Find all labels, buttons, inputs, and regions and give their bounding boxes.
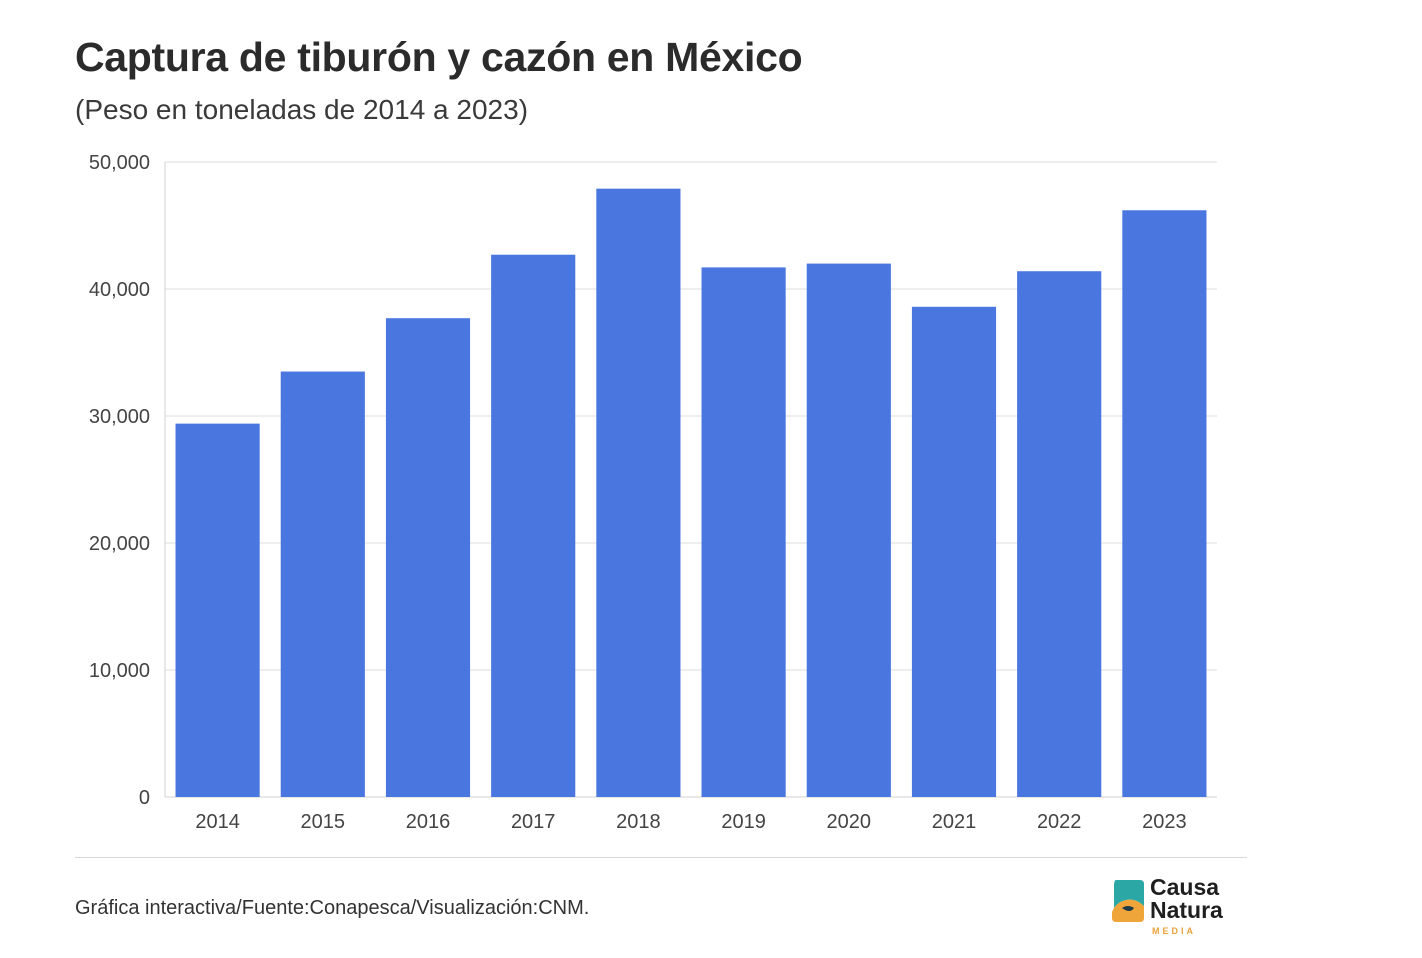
chart-subtitle: (Peso en toneladas de 2014 a 2023) <box>75 94 529 125</box>
bar-2020[interactable] <box>806 263 891 798</box>
footer-divider <box>75 857 1247 858</box>
bar-2015[interactable] <box>280 371 365 797</box>
x-tick-label-2019: 2019 <box>721 811 766 833</box>
y-tick-label-40000: 40,000 <box>89 279 150 301</box>
x-tick-label-2015: 2015 <box>301 811 346 833</box>
source-note: Gráfica interactiva/Fuente:Conapesca/Vis… <box>75 897 590 919</box>
logo-mark-icon <box>1112 880 1144 922</box>
chart-title: Captura de tiburón y cazón en México <box>75 34 803 80</box>
bar-2016[interactable] <box>385 318 471 797</box>
x-tick-label-2023: 2023 <box>1142 811 1187 833</box>
bar-chart: 0 10,000 20,000 30,000 40,000 50,000 2014 2015… <box>89 152 1217 833</box>
y-tick-label-50000: 50,000 <box>89 152 150 174</box>
causa-natura-logo[interactable]: Causa Natura MEDIA <box>1110 876 1250 938</box>
x-tick-label-2017: 2017 <box>511 811 556 833</box>
x-tick-labels: 2014 2015 2016 2017 2018 2019 2020 2021 2022 2023 <box>195 811 1186 833</box>
x-tick-label-2018: 2018 <box>616 811 661 833</box>
logo-media-label: MEDIA <box>1152 926 1196 936</box>
bar-2021[interactable] <box>911 306 997 797</box>
x-tick-label-2014: 2014 <box>195 811 240 833</box>
y-tick-label-30000: 30,000 <box>89 406 150 428</box>
bar-2023[interactable] <box>1122 210 1207 797</box>
bar-2019[interactable] <box>701 267 786 797</box>
bar-2014[interactable] <box>175 423 260 797</box>
y-tick-label-10000: 10,000 <box>89 660 150 682</box>
bar-2017[interactable] <box>491 254 576 797</box>
x-tick-label-2020: 2020 <box>827 811 872 833</box>
bars <box>175 188 1207 798</box>
logo-line-1: Causa <box>1150 874 1220 900</box>
bar-2022[interactable] <box>1017 271 1102 798</box>
logo-line-2: Natura <box>1150 897 1223 923</box>
x-tick-label-2021: 2021 <box>932 811 977 833</box>
y-tick-label-20000: 20,000 <box>89 533 150 555</box>
x-tick-label-2022: 2022 <box>1037 811 1082 833</box>
y-tick-label-0: 0 <box>139 787 150 809</box>
y-tick-labels: 0 10,000 20,000 30,000 40,000 50,000 <box>89 152 150 809</box>
bar-2018[interactable] <box>596 188 681 798</box>
x-tick-label-2016: 2016 <box>406 811 451 833</box>
logo-wordmark: Causa Natura <box>1150 876 1223 922</box>
